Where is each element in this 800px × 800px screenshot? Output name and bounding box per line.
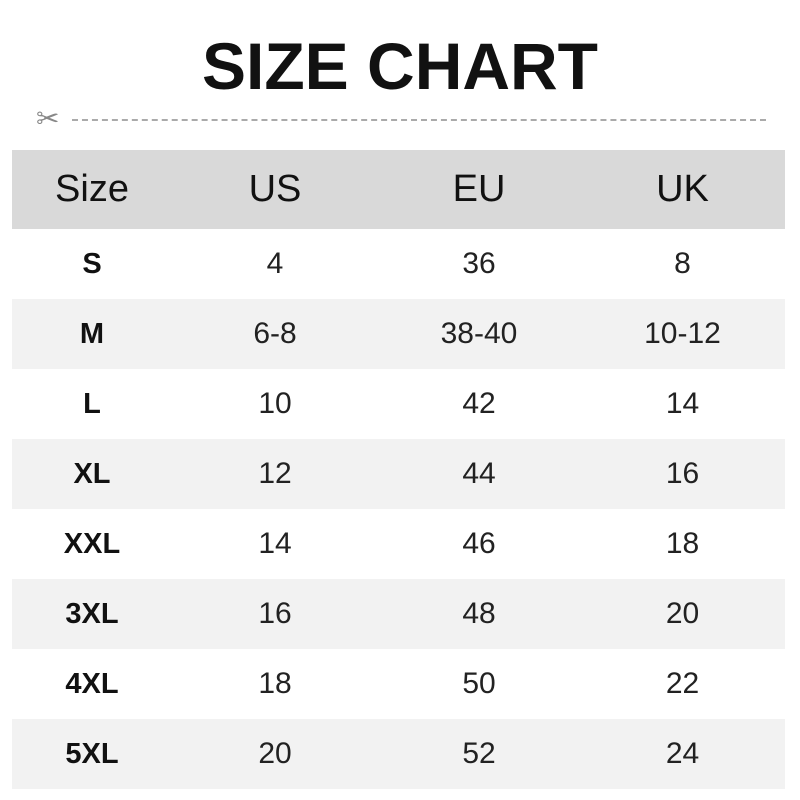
table-header: Size US EU UK xyxy=(12,150,785,229)
header-size: Size xyxy=(55,168,129,210)
size-cell: L xyxy=(83,387,101,420)
size-cell: M xyxy=(79,317,105,350)
eu-cell: 46 xyxy=(462,527,496,560)
size-cell: 3XL xyxy=(65,597,119,630)
uk-cell: 16 xyxy=(665,457,700,490)
size-cell: 5XL xyxy=(65,737,119,770)
uk-cell: 24 xyxy=(665,737,700,770)
us-cell: 14 xyxy=(258,527,292,560)
size-table: Size US EU UK S 4 36 8 M 6-8 38-40 10-12 L 10 42 14… xyxy=(12,150,785,789)
table-row: XL 12 44 16 xyxy=(12,439,785,509)
cut-line: ✂ xyxy=(36,103,766,134)
uk-cell: 8 xyxy=(674,247,691,280)
us-cell: 12 xyxy=(258,457,292,490)
table-row: 5XL 20 52 24 xyxy=(12,719,785,789)
header-eu: EU xyxy=(452,168,506,210)
scissors-icon: ✂ xyxy=(36,103,60,134)
header-uk: UK xyxy=(656,168,709,210)
uk-cell: 18 xyxy=(665,527,700,560)
table-row: 3XL 16 48 20 xyxy=(12,579,785,649)
table-row: XXL 14 46 18 xyxy=(12,509,785,579)
us-cell: 10 xyxy=(258,387,292,420)
header-us: US xyxy=(248,168,302,210)
size-cell: S xyxy=(82,247,102,280)
us-cell: 6-8 xyxy=(253,317,297,350)
uk-cell: 14 xyxy=(665,387,700,420)
eu-cell: 36 xyxy=(462,247,496,280)
uk-cell: 22 xyxy=(665,667,700,700)
table-row: M 6-8 38-40 10-12 xyxy=(12,299,785,369)
eu-cell: 50 xyxy=(462,667,496,700)
eu-cell: 52 xyxy=(462,737,496,770)
us-cell: 4 xyxy=(266,247,284,280)
size-cell: XL xyxy=(73,457,111,490)
uk-cell: 20 xyxy=(665,597,700,630)
size-cell: XXL xyxy=(63,527,121,560)
us-cell: 18 xyxy=(258,667,292,700)
eu-cell: 42 xyxy=(462,387,496,420)
table-row: S 4 36 8 xyxy=(12,229,785,299)
table-row: L 10 42 14 xyxy=(12,369,785,439)
us-cell: 16 xyxy=(258,597,292,630)
size-cell: 4XL xyxy=(65,667,119,700)
page-title: SIZE CHART xyxy=(202,29,598,103)
us-cell: 20 xyxy=(258,737,292,770)
eu-cell: 44 xyxy=(462,457,496,490)
table-row: 4XL 18 50 22 xyxy=(12,649,785,719)
dashed-divider xyxy=(72,119,766,121)
eu-cell: 48 xyxy=(462,597,496,630)
uk-cell: 10-12 xyxy=(644,317,721,350)
eu-cell: 38-40 xyxy=(440,317,518,350)
